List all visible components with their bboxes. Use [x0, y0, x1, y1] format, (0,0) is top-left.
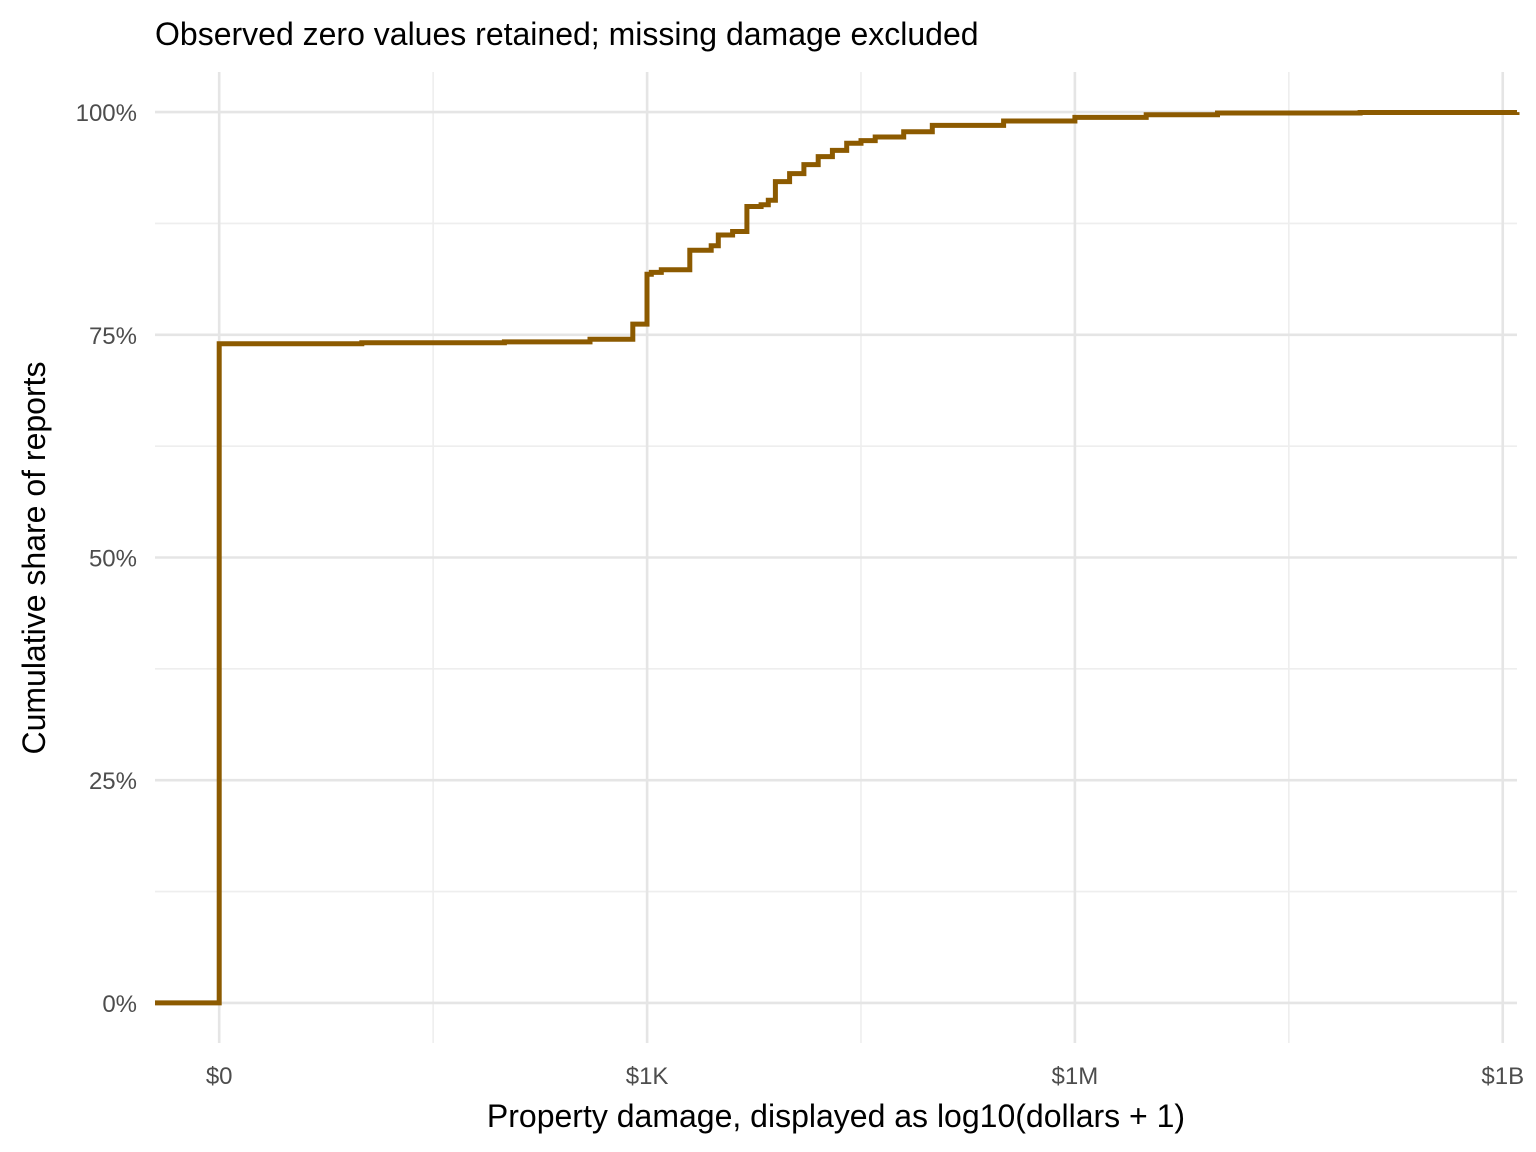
x-axis-ticks: $0 $1K $1M $1B	[206, 1063, 1524, 1090]
y-axis-label: Cumulative share of reports	[16, 361, 52, 754]
y-axis-ticks: 0% 25% 50% 75% 100%	[76, 100, 137, 1018]
y-tick-label: 0%	[102, 991, 137, 1018]
y-tick-label: 100%	[76, 100, 137, 127]
grid	[155, 72, 1517, 1043]
y-tick-label: 25%	[89, 768, 137, 795]
chart-subtitle: Observed zero values retained; missing d…	[155, 16, 979, 52]
y-tick-label: 50%	[89, 546, 137, 573]
x-tick-label: $1K	[626, 1063, 669, 1090]
x-tick-label: $1M	[1052, 1063, 1099, 1090]
x-tick-label: $1B	[1481, 1063, 1524, 1090]
ecdf-step-line	[155, 110, 1520, 1006]
series-layer	[155, 110, 1520, 1006]
x-axis-label: Property damage, displayed as log10(doll…	[487, 1098, 1185, 1134]
y-tick-label: 75%	[89, 323, 137, 350]
x-tick-label: $0	[206, 1063, 233, 1090]
